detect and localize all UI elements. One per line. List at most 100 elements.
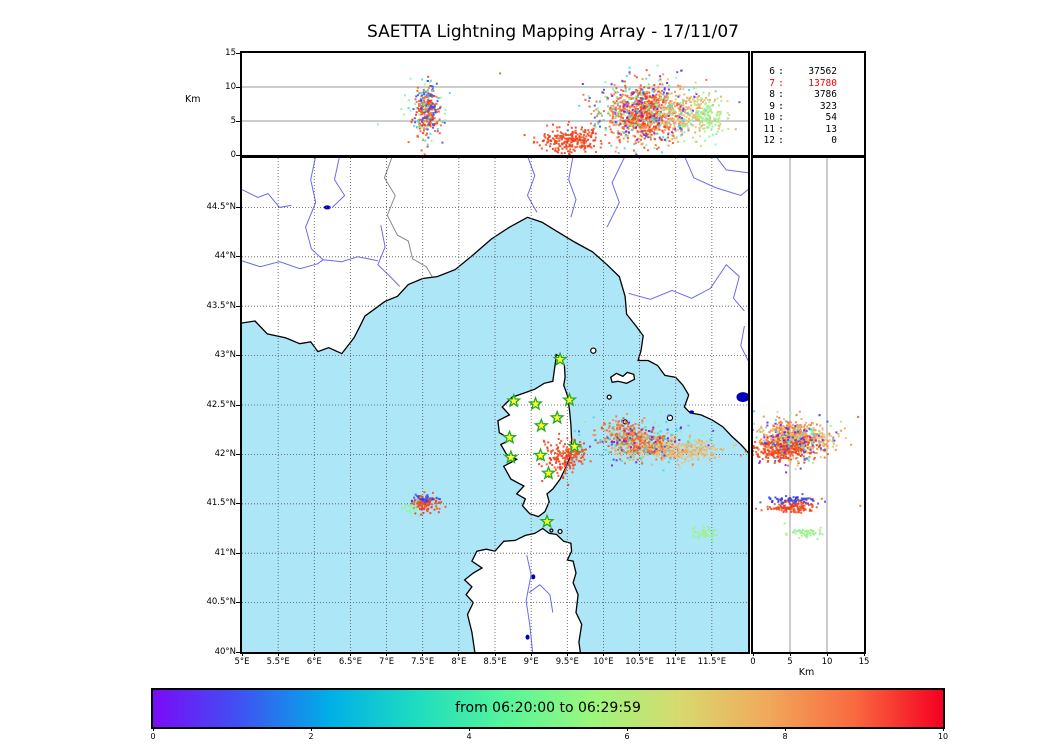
stats-row: 8:3786	[753, 89, 864, 101]
landmasses	[242, 158, 748, 652]
alt-tick-mark	[236, 120, 240, 122]
stats-row: 7:13780	[753, 78, 864, 90]
stats-row: 12:0	[753, 135, 864, 147]
station-star	[533, 417, 549, 433]
km-tick-label: 0	[750, 657, 756, 667]
stats-count: 0	[831, 135, 837, 146]
map-scatter	[242, 158, 748, 652]
stats-station-id: 9	[769, 100, 775, 112]
lon-tick-label: 6.5°E	[338, 657, 362, 667]
figure-title: SAETTA Lightning Mapping Array - 17/11/0…	[367, 22, 739, 42]
stats-row: 9:323	[753, 101, 864, 113]
km-tick-label: 15	[858, 657, 870, 667]
colorbar-tick-mark	[468, 727, 470, 731]
colorbar-tick-label: 8	[782, 732, 788, 741]
alt-tick-mark	[236, 52, 240, 54]
stats-station-id: 7	[769, 77, 775, 89]
altitude-longitude-scatter	[242, 64, 748, 155]
lat-tick-mark	[236, 651, 240, 653]
lon-tick-mark	[602, 652, 604, 656]
stats-station-id: 11	[763, 123, 775, 135]
colorbar-tick-label: 4	[466, 732, 472, 741]
colorbar-tick-mark	[152, 727, 154, 731]
lon-tick-mark	[241, 652, 243, 656]
alt-tick-label: 0	[230, 149, 236, 160]
lon-tick-label: 9.5°E	[555, 657, 579, 667]
station-star	[566, 438, 583, 453]
station-star	[539, 513, 555, 529]
stats-row: 10:54	[753, 112, 864, 124]
lon-tick-mark	[277, 652, 279, 656]
lat-tick-mark	[236, 305, 240, 307]
lon-tick-label: 10°E	[593, 657, 614, 667]
lon-tick-mark	[458, 652, 460, 656]
alt-tick-label: 5	[230, 115, 236, 126]
stats-station-id: 6	[769, 66, 775, 77]
colorbar-tick-mark	[626, 727, 628, 731]
lon-tick-label: 7°E	[379, 657, 395, 667]
alt-tick-mark	[236, 154, 240, 156]
colorbar-label: from 06:20:00 to 06:29:59	[455, 700, 641, 716]
lat-tick-mark	[236, 602, 240, 604]
lightning-scatter	[376, 64, 741, 155]
country-border	[383, 158, 433, 277]
altitude-longitude-panel	[240, 51, 750, 157]
colorbar-tick-label: 10	[937, 732, 949, 741]
lat-tick-label: 40°N	[214, 646, 236, 657]
stats-count: 37562	[808, 66, 837, 77]
lat-tick-mark	[236, 503, 240, 505]
lat-tick-mark	[236, 404, 240, 406]
map-panel	[240, 156, 750, 654]
graticule	[242, 158, 748, 652]
altitude-latitude-panel	[751, 156, 866, 654]
stats-station-id: 12	[763, 135, 775, 146]
lat-tick-label: 42°N	[214, 448, 236, 459]
stats-count: 13780	[808, 77, 837, 89]
lat-tick-mark	[236, 453, 240, 455]
colorbar-tick-mark	[310, 727, 312, 731]
station-star	[503, 449, 519, 464]
km-axis-label: Km	[798, 667, 815, 678]
stats-station-id: 10	[763, 112, 775, 123]
lma-stations	[501, 351, 583, 529]
lon-tick-mark	[422, 652, 424, 656]
lon-tick-mark	[530, 652, 532, 656]
station-star	[501, 429, 518, 445]
alt-axis-label: Km	[185, 94, 201, 105]
lightning-scatter	[401, 408, 747, 542]
lake	[736, 392, 748, 403]
stats-station-id: 8	[769, 89, 775, 100]
lat-tick-mark	[236, 256, 240, 258]
lat-tick-label: 44°N	[214, 251, 236, 262]
station-star	[540, 465, 557, 480]
lon-tick-label: 9°E	[523, 657, 539, 667]
lon-tick-label: 11.5°E	[697, 657, 727, 667]
km-tick-mark	[826, 652, 828, 656]
lon-tick-mark	[313, 652, 315, 656]
lake	[531, 574, 536, 580]
stats-count: 13	[825, 123, 837, 135]
lat-tick-label: 41°N	[214, 547, 236, 558]
lat-tick-label: 40.5°N	[206, 597, 236, 608]
lat-tick-label: 42.5°N	[206, 399, 236, 410]
altitude-latitude-scatter	[753, 158, 862, 652]
lightning-scatter	[753, 410, 862, 540]
km-tick-label: 5	[787, 657, 793, 667]
station-star	[527, 395, 544, 411]
lon-tick-mark	[675, 652, 677, 656]
lon-tick-label: 5.5°E	[266, 657, 290, 667]
lon-tick-mark	[639, 652, 641, 656]
colorbar-tick-label: 6	[624, 732, 630, 741]
lon-tick-label: 8°E	[451, 657, 467, 667]
colorbar-tick-label: 2	[308, 732, 314, 741]
alt-tick-label: 15	[225, 47, 236, 58]
alt-tick-mark	[236, 86, 240, 88]
stats-count: 323	[819, 100, 837, 112]
lat-tick-mark	[236, 552, 240, 554]
km-tick-mark	[789, 652, 791, 656]
lat-tick-label: 41.5°N	[206, 498, 236, 509]
station-star	[549, 409, 565, 425]
lake	[689, 410, 695, 414]
lon-tick-label: 6°E	[306, 657, 322, 667]
